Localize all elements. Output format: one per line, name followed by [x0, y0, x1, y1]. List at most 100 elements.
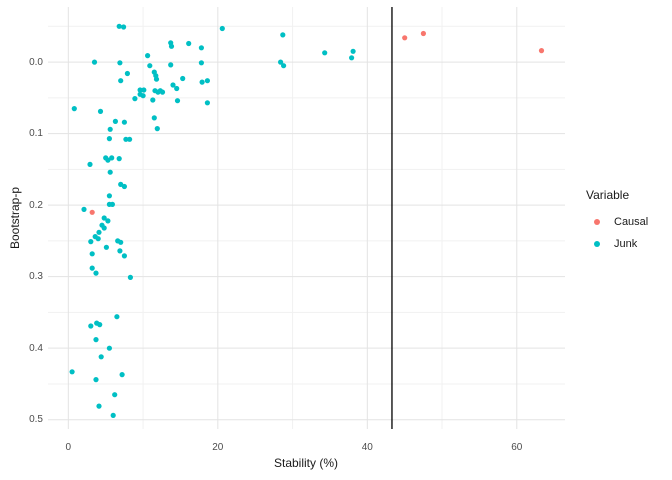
data-point-junk [174, 85, 180, 92]
legend-title: Variable [586, 188, 630, 202]
legend-items: Causal Junk [586, 211, 648, 255]
x-tick-label: 60 [511, 442, 523, 453]
data-point-junk [87, 161, 93, 167]
data-point-junk [153, 76, 160, 82]
data-point-junk [199, 79, 205, 85]
data-point-junk [118, 78, 124, 84]
data-point-junk [109, 201, 115, 207]
legend-item-junk: Junk [586, 233, 648, 255]
data-point-junk [107, 126, 113, 132]
data-point-junk [93, 337, 99, 343]
legend-item-causal: Causal [586, 211, 648, 233]
data-point-junk [110, 412, 116, 418]
data-point-junk [204, 78, 210, 84]
data-point-junk [89, 251, 95, 257]
y-tick-label: 0.3 [29, 271, 43, 283]
data-point-junk [88, 323, 94, 329]
y-tick-label: 0.2 [29, 199, 43, 211]
data-point-junk [121, 119, 127, 125]
data-point-junk [154, 126, 160, 132]
data-point-junk [105, 218, 111, 224]
data-point-junk [186, 40, 192, 47]
legend-item-label: Causal [614, 216, 649, 228]
data-point-junk [88, 239, 94, 245]
data-point-junk [98, 354, 104, 360]
data-point-junk [95, 236, 101, 242]
data-point-junk [118, 239, 124, 245]
data-point-junk [140, 93, 146, 99]
data-point-junk [180, 75, 186, 82]
x-tick-label: 20 [212, 442, 224, 453]
x-tick-label: 0 [65, 442, 72, 453]
data-point-causal [538, 48, 545, 54]
data-point-junk [121, 253, 127, 259]
data-point-junk [123, 136, 129, 142]
legend-key-dot [594, 241, 600, 247]
data-point-junk [119, 372, 125, 378]
x-tick-label: 40 [361, 442, 373, 453]
data-point-junk [150, 97, 156, 103]
data-point-junk [349, 55, 355, 61]
data-point-junk [91, 59, 98, 65]
legend-item-label: Junk [614, 238, 638, 250]
data-point-junk [117, 60, 123, 66]
data-point-junk [147, 63, 153, 69]
data-point-junk [116, 156, 122, 162]
data-point-junk [93, 377, 99, 383]
data-point-junk [106, 345, 112, 351]
x-axis-title: Stability (%) [273, 456, 338, 470]
data-point-junk [116, 23, 122, 29]
y-tick-label: 0.4 [29, 342, 43, 354]
data-point-junk [97, 108, 104, 114]
data-point-junk [198, 45, 204, 51]
data-point-junk [114, 314, 120, 320]
data-point-junk [280, 32, 286, 38]
data-point-junk [97, 322, 103, 328]
data-point-junk [141, 87, 147, 93]
data-point-junk [168, 43, 175, 49]
y-tick-label: 0.5 [29, 414, 43, 426]
data-point-junk [105, 157, 111, 163]
data-point-junk [101, 215, 107, 221]
data-point-junk [151, 115, 157, 121]
data-point-junk [106, 193, 112, 199]
data-point-junk [159, 89, 166, 95]
legend: Variable Causal Junk [586, 188, 648, 255]
data-point-junk [117, 248, 123, 254]
data-point-junk [219, 25, 225, 32]
y-axis-title: Bootstrap-p [8, 186, 22, 250]
data-point-junk [168, 62, 174, 68]
data-point-junk [103, 244, 109, 250]
data-point-junk [204, 100, 210, 106]
data-point-junk [112, 118, 118, 124]
data-point-junk [71, 106, 77, 112]
data-point-junk [93, 270, 99, 276]
data-point-junk [121, 183, 127, 190]
data-point-junk [96, 229, 102, 235]
data-point-junk [81, 206, 87, 212]
data-point-junk [145, 53, 151, 59]
data-point-junk [127, 136, 133, 142]
data-point-junk [170, 82, 176, 88]
y-tick-label: 0.0 [29, 56, 43, 68]
data-point-junk [106, 136, 112, 142]
data-point-junk [132, 96, 138, 102]
data-point-junk [198, 60, 204, 66]
data-point-junk [101, 225, 107, 231]
data-point-junk [322, 50, 328, 56]
data-point-junk [109, 155, 115, 161]
data-point-junk [137, 87, 143, 93]
data-point-junk [124, 70, 130, 77]
y-tick-label: 0.1 [29, 128, 43, 140]
data-point-causal [420, 30, 426, 37]
data-point-causal [89, 209, 95, 215]
data-point-junk [121, 24, 127, 30]
data-point-causal [402, 35, 408, 41]
data-point-junk [278, 59, 284, 65]
data-point-junk [281, 63, 287, 69]
data-point-junk [69, 369, 75, 375]
data-point-junk [96, 403, 102, 409]
legend-key-dot [594, 219, 600, 225]
